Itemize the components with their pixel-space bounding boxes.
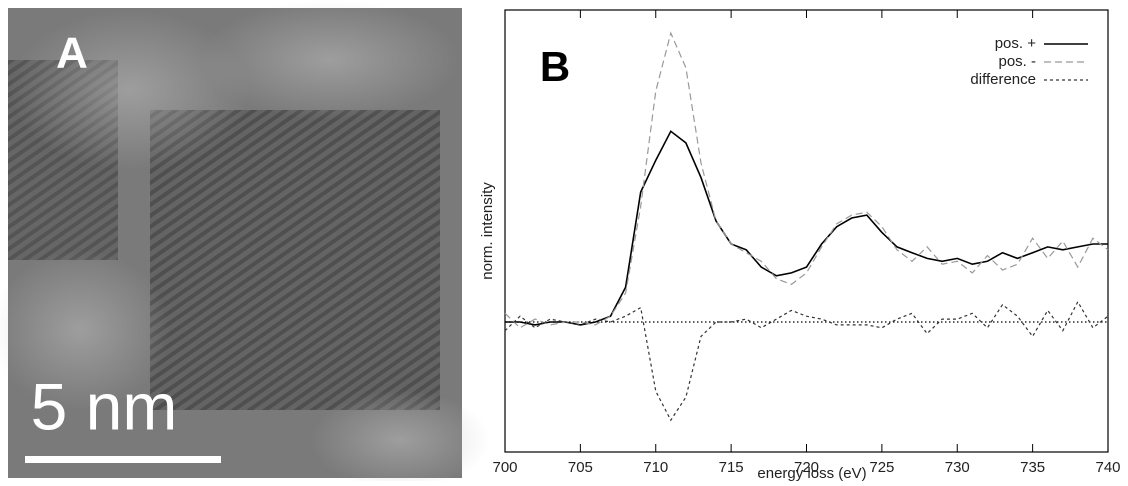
panel-b: B energy loss (eV) norm. intensity 700 70… [479,9,1121,482]
series-line [505,130,1108,326]
x-tick-label: 730 [945,459,970,476]
legend-label: difference [970,71,1036,88]
texture [10,10,250,170]
x-tick-label: 725 [869,459,894,476]
legend-label: pos. - [998,53,1036,70]
panel-label: B [540,43,570,90]
panel-a: A 5 nm [0,0,490,486]
texture [200,0,460,120]
x-axis-label: energy loss (eV) [757,465,866,481]
x-tick-label: 735 [1020,459,1045,476]
texture [310,390,490,486]
x-tick-label: 710 [643,459,668,476]
scale-bar [25,456,221,463]
panel-label: A [56,29,88,78]
x-tick-label: 705 [568,459,593,476]
legend-label: pos. + [995,35,1037,52]
crystal-lattice [150,110,440,410]
scale-bar-label: 5 nm [31,369,178,443]
texture [0,250,170,410]
x-tick-label: 720 [794,459,819,476]
series-line [504,300,1109,422]
x-tick-label: 700 [492,459,517,476]
series-line [504,31,1109,329]
y-axis-label: norm. intensity [479,182,496,280]
x-tick-label: 715 [719,459,744,476]
x-tick-label: 740 [1095,459,1120,476]
